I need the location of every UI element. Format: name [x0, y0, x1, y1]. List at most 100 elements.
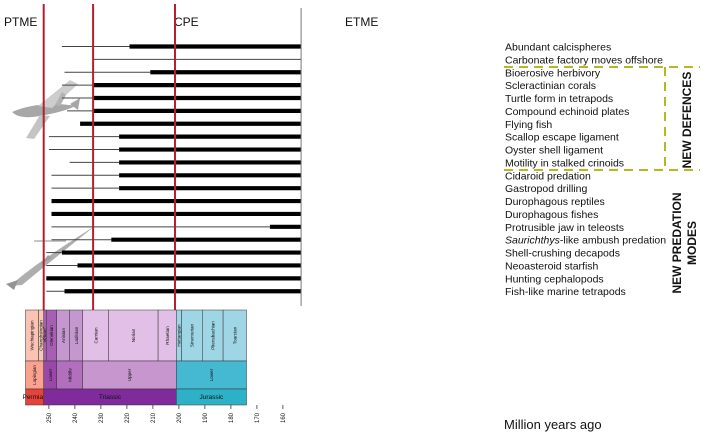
band-label: Middle [67, 368, 72, 382]
band-label: Pliensbachian [210, 321, 215, 350]
band-rect [56, 360, 83, 390]
band-label: Permian [22, 394, 47, 401]
row-label: Carbonate factory moves offshore [505, 54, 663, 66]
band-label: Norian [131, 328, 136, 342]
extinction-lines: PTME CPE ETME [4, 4, 378, 310]
tick-160: 160 [281, 405, 287, 423]
new-predation-label-line2: MODES [685, 221, 699, 265]
band-rect [82, 309, 109, 362]
tick-label: 250 [47, 412, 53, 423]
row-bioerosive-herbivory: Bioerosive herbivory [64, 67, 601, 79]
stage-olenekian: Olenekian [46, 309, 57, 362]
band-rect [176, 388, 247, 406]
row-fish-like-marine-tetrapods: Fish-like marine tetrapods [46, 286, 626, 298]
row-neoasteroid-starfish: Neoasteroid starfish [46, 260, 599, 272]
stage-carnian: Carnian [82, 309, 109, 362]
row-label: Protrusible jaw in teleosts [505, 222, 624, 234]
new-defences-label: NEW DEFENCES [680, 72, 694, 169]
tick-label: 190 [203, 412, 209, 423]
epoch-lopingian: Lopingian [25, 360, 44, 390]
band-label: Olenekian [49, 325, 54, 346]
epoch-upper: Upper [82, 360, 177, 390]
tick-label: 220 [125, 412, 131, 423]
band-label: Lower [209, 368, 214, 381]
band-label: Jurassic [199, 394, 224, 401]
band-label: Induan [43, 328, 48, 342]
tick-230: 230 [99, 405, 105, 423]
band-label: Wuchiapingian [30, 320, 35, 350]
stage-rhaetian: Rhaetian [157, 309, 177, 362]
row-oyster-shell-ligament: Oyster shell ligament [48, 145, 603, 157]
row-protrusible-jaw-in-teleosts: Protrusible jaw in teleosts [51, 222, 624, 234]
row-abundant-calcispheres: Abundant calcispheres [61, 42, 611, 54]
tick-label: 200 [177, 412, 183, 423]
epoch-middle: Middle [56, 360, 83, 390]
stage-ladinian: Ladinian [69, 309, 83, 362]
period-triassic: Triassic [43, 388, 177, 406]
new-predation-label-line1: NEW PREDATION [670, 192, 684, 293]
x-axis-title: Million years ago [504, 417, 602, 432]
row-label: Neoasteroid starfish [505, 260, 599, 272]
period: Permian Triassic Jurassic [22, 388, 247, 406]
new-predation-modes-group: NEW PREDATION MODES [670, 192, 699, 293]
band-label: Lopingian [32, 365, 37, 385]
row-carbonate-factory-moves-offshore: Carbonate factory moves offshore [93, 54, 663, 66]
label-italic-part: Saurichthys [505, 235, 561, 247]
band-label: Lower [48, 368, 53, 381]
row-cidaroid-predation: Cidaroid predation [51, 170, 591, 182]
row-label: Compound echinoid plates [505, 106, 629, 118]
row-label: Scallop escape ligament [505, 132, 619, 144]
band-rect [108, 309, 159, 362]
row-label: Durophagous reptiles [505, 196, 605, 208]
row-label: Shell-crushing decapods [505, 248, 620, 260]
row-label: Hunting cephalopods [505, 273, 604, 285]
band-label: Hettangian [177, 324, 182, 347]
tick-240: 240 [73, 405, 79, 423]
row-label: Durophagous fishes [505, 209, 598, 221]
stage-anisian: Anisian [56, 309, 70, 362]
row-scallop-escape-ligament: Scallop escape ligament [48, 132, 619, 144]
row-label: Abundant calcispheres [505, 42, 611, 54]
row-hunting-cephalopods: Hunting cephalopods [46, 273, 604, 285]
epoch-lower: Lower [176, 360, 247, 390]
band-rect [82, 360, 177, 390]
row-label: Gastropod drilling [505, 183, 587, 195]
row-compound-echinoid-plates: Compound echinoid plates [67, 106, 629, 118]
row-label: Motility in stalked crinoids [505, 157, 624, 169]
extinction-label-ptme: PTME [4, 15, 37, 29]
epoch: Lopingian Lower Middle Upper Lower [25, 360, 247, 390]
band-label: Changhsingian [39, 320, 44, 351]
saurichthys-illustration [6, 226, 95, 290]
tick-200: 200 [177, 405, 183, 423]
time-axis: 250 240 230 220 210 200 190 180 170 160 [47, 405, 287, 423]
row-label: Scleractinian corals [505, 80, 596, 92]
row-durophagous-reptiles: Durophagous reptiles [51, 196, 605, 208]
row-saurichthys-like-ambush-predation: Saurichthys-like ambush predation [51, 235, 666, 247]
row-label: Flying fish [505, 119, 552, 131]
row-gastropod-drilling: Gastropod drilling [51, 183, 587, 195]
period-permian: Permian [22, 388, 47, 406]
label-rest-part: -like ambush predation [560, 235, 666, 247]
band-rect [176, 360, 247, 390]
band-label: Carnian [93, 327, 98, 344]
band-label: Sinemurian [190, 323, 195, 347]
flying-fish-illustration [12, 80, 80, 139]
band-label: Toarcian [232, 326, 237, 344]
tick-label: 210 [151, 412, 157, 423]
band-label: Triassic [99, 394, 122, 401]
tick-label: 180 [229, 412, 235, 423]
row-turtle-form-in-tetrapods: Turtle form in tetrapods [61, 93, 613, 105]
tick-label: 160 [281, 412, 287, 423]
row-label: Bioerosive herbivory [505, 67, 601, 79]
band-label: Upper [127, 368, 132, 381]
tick-170: 170 [255, 405, 261, 423]
row-label: Oyster shell ligament [505, 145, 603, 157]
tick-210: 210 [151, 405, 157, 423]
row-motility-in-stalked-crinoids: Motility in stalked crinoids [69, 157, 624, 169]
stage-norian: Norian [108, 309, 159, 362]
epoch-lower: Lower [43, 360, 57, 390]
